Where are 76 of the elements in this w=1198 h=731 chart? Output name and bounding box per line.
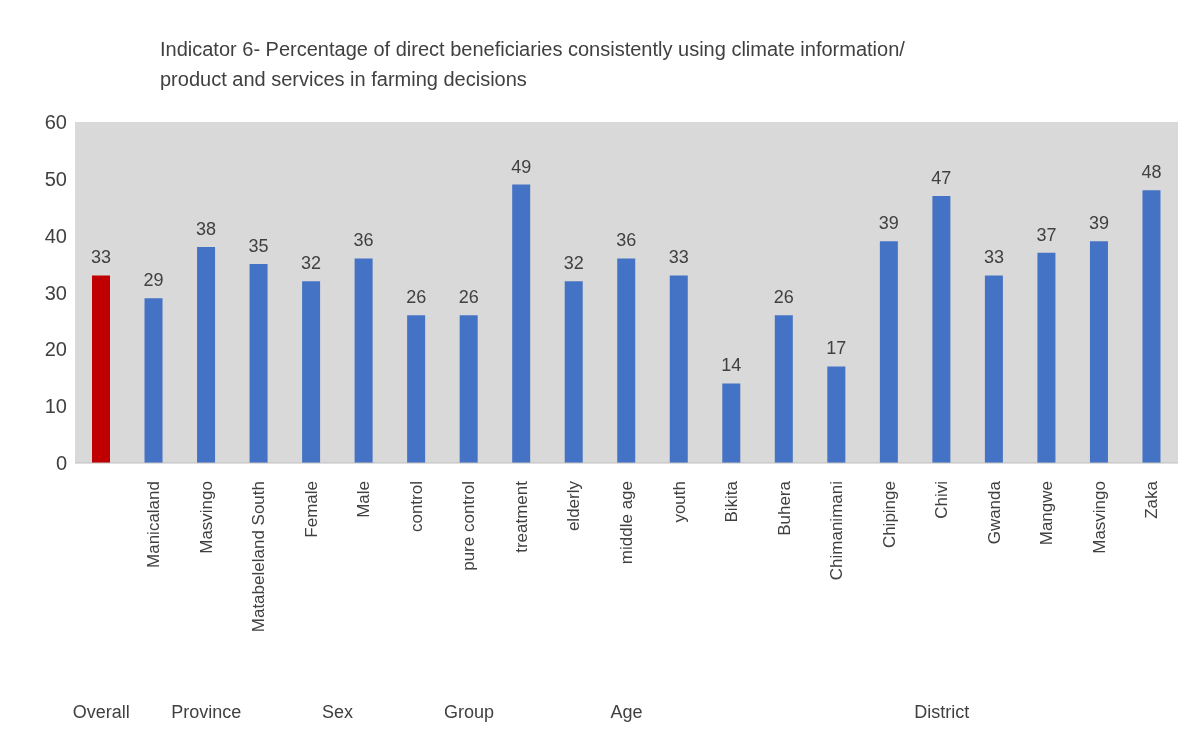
- bar: [144, 298, 163, 463]
- bar: [1142, 190, 1161, 463]
- bar: [459, 315, 478, 463]
- y-tick-label: 20: [44, 338, 67, 361]
- data-label: 26: [406, 287, 427, 308]
- data-label: 37: [1036, 224, 1057, 245]
- data-label: 32: [563, 253, 584, 274]
- data-label: 29: [143, 270, 164, 291]
- x-tick-label: Manicaland: [144, 481, 164, 568]
- data-label: 49: [511, 156, 532, 177]
- y-tick-label: 50: [44, 167, 67, 190]
- bar: [827, 366, 846, 463]
- y-tick-label: 60: [44, 111, 67, 134]
- bar: [512, 184, 531, 463]
- data-label: 36: [616, 230, 637, 251]
- x-tick-label: Gwanda: [984, 480, 1004, 545]
- x-tick-label: Zaka: [1142, 480, 1162, 519]
- x-tick-label: control: [406, 481, 426, 533]
- chart-title: Indicator 6- Percentage of direct beneficiaries consistently using climate information/ product and services in farming decisions: [160, 37, 906, 92]
- data-label: 26: [458, 287, 479, 308]
- bar: [669, 275, 688, 463]
- x-tick-label: Chipinge: [879, 481, 899, 549]
- bar: [197, 247, 216, 463]
- y-tick-label: 10: [44, 395, 67, 418]
- text: Province: [171, 702, 242, 722]
- x-tick-label: middle age: [617, 481, 636, 565]
- bar: [564, 281, 583, 463]
- text: Sex: [322, 702, 354, 722]
- x-tick-label: Chivi: [932, 481, 952, 519]
- x-tick-label: elderly: [564, 480, 584, 532]
- bar: [92, 275, 110, 463]
- bar: [722, 383, 741, 463]
- data-label: 14: [721, 355, 742, 376]
- x-tick-label: treatment: [511, 480, 531, 553]
- text: Overall: [72, 702, 130, 722]
- data-label: 39: [878, 213, 899, 234]
- bar: [249, 264, 268, 463]
- data-label: 47: [931, 167, 952, 188]
- x-tick-label: youth: [669, 481, 689, 523]
- bar: [984, 275, 1003, 463]
- data-label: 26: [773, 287, 794, 308]
- bar: [407, 315, 426, 463]
- data-label: 36: [353, 230, 374, 251]
- x-tick-label: Mangwe: [1037, 481, 1057, 546]
- data-label: 38: [196, 219, 217, 240]
- data-label: 48: [1141, 162, 1162, 183]
- x-tick-label: Matabeleland South: [249, 481, 269, 633]
- bar: [879, 241, 898, 463]
- bar: [932, 195, 951, 463]
- x-tick-label: Masvingo: [1089, 481, 1109, 554]
- data-label: 39: [1088, 213, 1109, 234]
- x-tick-label: Chimanimani: [827, 481, 847, 581]
- x-tick-label: Masvingo: [196, 481, 216, 554]
- x-tick-label: Male: [354, 481, 374, 518]
- y-tick-label: 30: [44, 281, 67, 304]
- data-label: 33: [90, 247, 112, 268]
- data-label: 35: [248, 236, 269, 257]
- y-tick-label: 40: [44, 224, 67, 247]
- text: Group: [443, 702, 494, 722]
- text: District: [914, 702, 970, 722]
- bar: [1089, 241, 1108, 463]
- data-label: 33: [983, 247, 1004, 268]
- bar: [617, 258, 636, 463]
- text: Age: [610, 702, 643, 722]
- x-tick-label: Buhera: [774, 480, 794, 536]
- data-label: 17: [826, 338, 847, 359]
- x-tick-label: Female: [301, 481, 321, 538]
- x-tick-label: Bikita: [722, 480, 742, 523]
- bar: [1037, 252, 1056, 463]
- data-label: 32: [301, 253, 322, 274]
- bar: [302, 281, 321, 463]
- data-label: 33: [668, 247, 689, 268]
- y-tick-label: 0: [55, 452, 67, 475]
- x-tick-label: pure control: [459, 481, 479, 571]
- bar: [774, 315, 793, 463]
- bar: [354, 258, 373, 463]
